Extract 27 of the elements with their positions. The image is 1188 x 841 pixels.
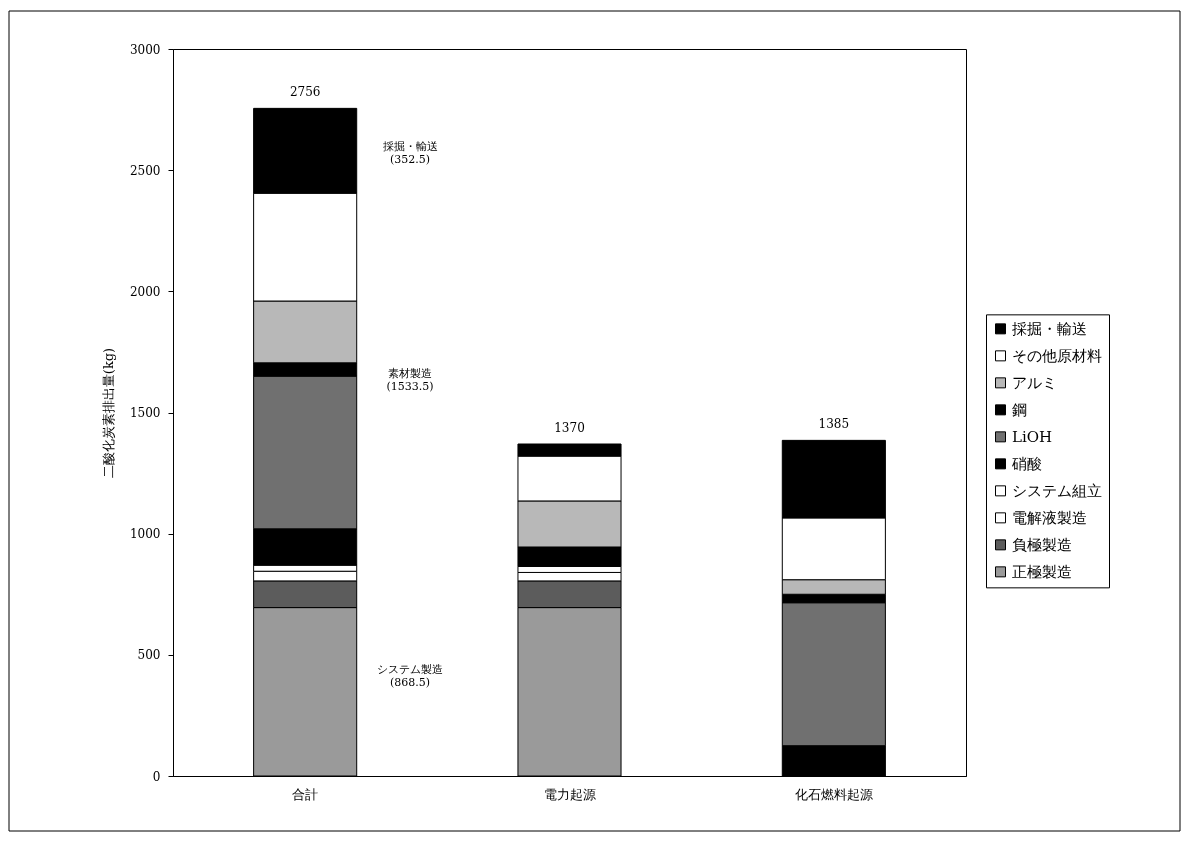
legend-label: 硝酸 bbox=[1011, 454, 1042, 473]
y-tick-label: 2000 bbox=[129, 284, 161, 299]
annotation: システム製造 (868.5) bbox=[377, 662, 443, 689]
x-tick-label: 化石燃料起源 bbox=[794, 786, 873, 802]
total-label: 1370 bbox=[554, 421, 585, 435]
y-tick-label: 0 bbox=[152, 769, 161, 784]
legend-label: その他原材料 bbox=[1012, 346, 1102, 365]
total-label: 2756 bbox=[289, 85, 321, 100]
x-tick-label: 合計 bbox=[292, 786, 319, 802]
legend-label: 電解液製造 bbox=[1012, 508, 1087, 527]
annotation: 素材製造 (1533.5) bbox=[386, 366, 434, 393]
legend-label: LiOH bbox=[1012, 427, 1053, 446]
total-label: 1385 bbox=[818, 417, 850, 432]
legend-label: 正極製造 bbox=[1012, 562, 1072, 581]
legend-label: 負極製造 bbox=[1012, 535, 1072, 554]
y-tick-label: 1500 bbox=[129, 406, 161, 420]
x-tick-label: 電力起源 bbox=[543, 786, 596, 802]
y-tick-label: 2500 bbox=[129, 163, 161, 178]
y-tick-label: 1000 bbox=[129, 527, 161, 542]
legend-label: 鋼 bbox=[1012, 400, 1027, 419]
legend-label: アルミ bbox=[1012, 373, 1057, 392]
annotation: 採掘・輸送 (352.5) bbox=[382, 140, 438, 167]
legend-label: 採掘・輸送 bbox=[1012, 319, 1087, 338]
legend-label: システム組立 bbox=[1012, 481, 1102, 500]
y-axis-title: 二酸化炭素排出量(kg) bbox=[100, 347, 116, 479]
y-tick-label: 3000 bbox=[129, 42, 161, 57]
y-tick-label: 500 bbox=[137, 648, 161, 663]
